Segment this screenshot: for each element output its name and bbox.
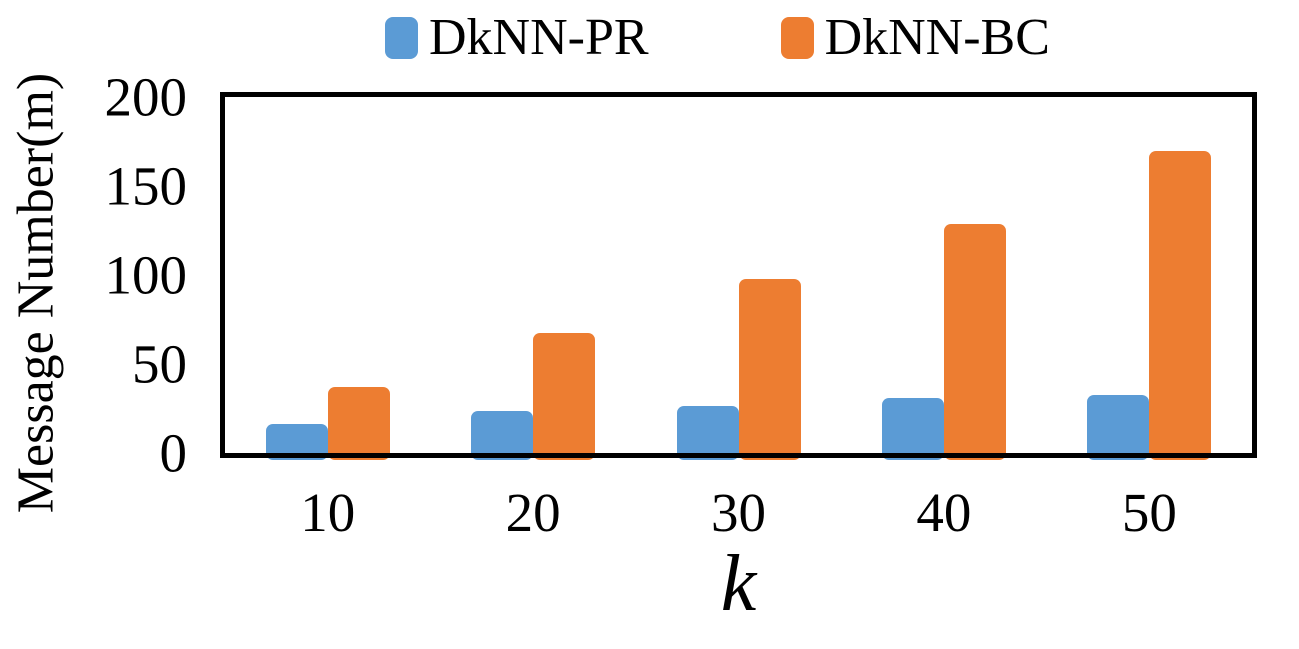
y-tick-label: 150	[104, 155, 188, 217]
plot-area: 0 50 100 150 200	[105, 70, 1257, 481]
legend-item-dknn-pr: DkNN-PR	[385, 12, 649, 64]
x-axis-line	[220, 453, 1257, 458]
bar-group-k30	[676, 97, 801, 460]
legend-item-label: DkNN-BC	[824, 9, 1050, 66]
legend: DkNN-PR DkNN-BC	[385, 12, 1050, 64]
bar-dknn-bc-k30	[738, 278, 801, 460]
legend-item-label: DkNN-PR	[429, 9, 649, 66]
legend-item-dknn-bc: DkNN-BC	[780, 9, 1050, 66]
y-tick-label: 0	[159, 422, 188, 484]
x-tick-label-20: 20	[505, 482, 561, 543]
x-tick-label-10: 10	[300, 482, 356, 543]
y-tick-label: 200	[104, 66, 188, 128]
bar-dknn-pr-k30	[676, 405, 739, 460]
bar-group-k50	[1087, 97, 1212, 460]
x-axis-tick-row: 10 20 30 40 50	[225, 484, 1252, 542]
y-tick-label: 100	[104, 244, 188, 306]
bar-dknn-bc-k40	[943, 224, 1006, 460]
bar-dknn-pr-k20	[471, 411, 534, 460]
bar-group-k20	[471, 97, 596, 460]
bar-dknn-pr-k50	[1087, 394, 1150, 460]
x-tick-label-40: 40	[916, 482, 972, 543]
legend-swatch-icon	[385, 17, 418, 59]
bar-dknn-bc-k20	[533, 332, 596, 460]
bar-group-k10	[265, 97, 390, 460]
bar-dknn-bc-k10	[327, 387, 390, 460]
x-tick-label-50: 50	[1121, 482, 1177, 543]
x-tick-label-30: 30	[711, 482, 767, 543]
y-axis-title: Message Number(m)	[7, 72, 65, 514]
bar-group-k40	[881, 97, 1006, 460]
y-tick-label: 50	[132, 333, 187, 395]
bar-dknn-bc-k50	[1149, 151, 1212, 460]
bar-dknn-pr-k40	[881, 398, 944, 460]
legend-swatch-icon	[780, 17, 814, 59]
x-axis-title: k	[720, 540, 757, 628]
